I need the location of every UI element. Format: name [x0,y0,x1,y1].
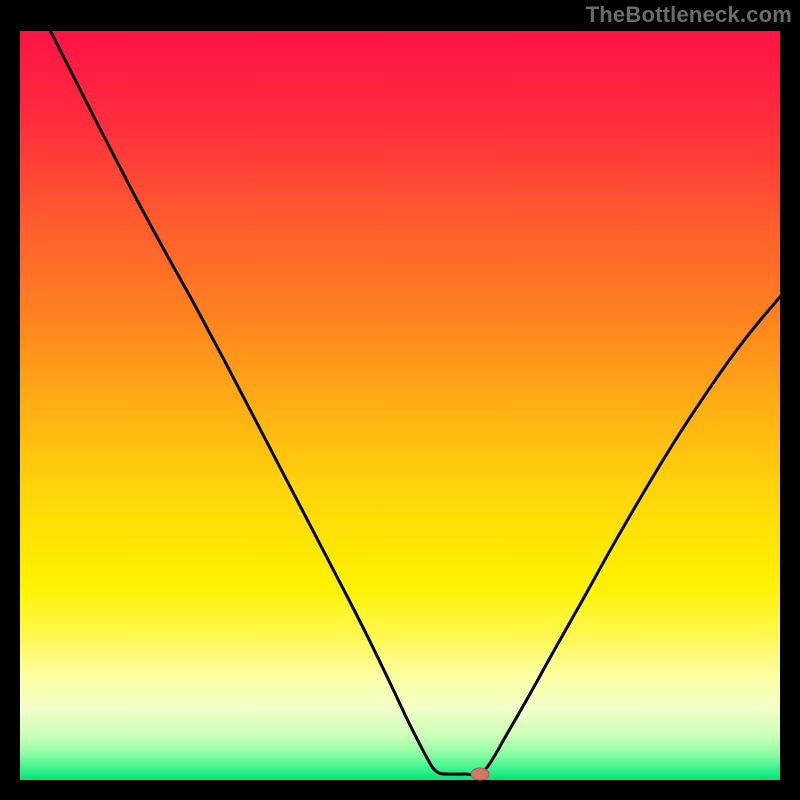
watermark-text: TheBottleneck.com [586,2,792,28]
plot-area [20,31,780,780]
bottleneck-curve [20,31,780,780]
chart-frame: TheBottleneck.com [0,0,800,800]
optimum-marker [470,767,490,781]
